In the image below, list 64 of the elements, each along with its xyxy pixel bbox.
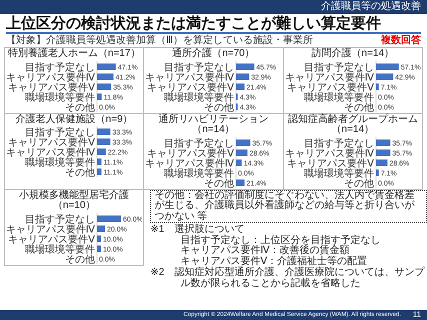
chart-title: 介護老人保健施設（n=9） (14, 114, 134, 125)
y-tick-label: 目指す予定なし (25, 61, 95, 73)
y-tick-label: 目指す予定なし (304, 137, 374, 149)
bar (97, 73, 114, 80)
y-tick-label: その他 (65, 253, 95, 265)
y-tick-label: 職場環境等要件 (25, 243, 95, 255)
y-tick-label: 目指す予定なし (164, 61, 234, 73)
chart-title: 小規模多機能型居宅介護（n=10） (18, 190, 130, 212)
y-tick-label: キャリアパス要件Ⅳ (6, 224, 96, 235)
chart-title: 特別養護老人ホーム（n=17） (6, 48, 142, 60)
y-tick-label: 職場環境等要件 (164, 167, 234, 179)
y-tick-label: その他 (344, 101, 374, 113)
text: 目指す予定なし：上位区分を目指す予定なし (179, 234, 382, 246)
text: 【対象】介護職員等処遇改善加算（Ⅲ）を算定している施設・事業所 (6, 35, 313, 46)
bar (236, 149, 248, 156)
y-tick-label: 職場環境等要件 (304, 91, 374, 103)
bar (236, 139, 251, 146)
chart-title: 認知症高齢者グループホーム（n=14） (286, 114, 419, 136)
bar (236, 73, 250, 80)
bar (236, 63, 255, 70)
text: ※2 認知症対応型通所介護、介護医療院については、サンプル数が限られることから記載を省略した (150, 267, 426, 289)
bar (97, 83, 112, 90)
y-tick-label: キャリアパス要件Ⅴ (147, 82, 234, 93)
y-tick-label: 職場環境等要件 (25, 91, 95, 103)
bar (97, 93, 102, 100)
y-tick-label: キャリアパス要件Ⅴ (8, 138, 96, 148)
y-tick-label: その他 (344, 177, 374, 189)
y-tick-label: 職場環境等要件 (164, 91, 234, 103)
text: その他：会社の評価制度にそぐわない、法人内で賃金格差が生じる、介護職員以外看護師などの給与等と折り合いがつかない 等 (150, 190, 427, 223)
y-tick-label: その他 (65, 101, 95, 113)
y-tick-label: その他 (65, 166, 95, 178)
y-tick-label: キャリアパス要件Ⅴ (147, 148, 234, 159)
y-tick-label: 目指す予定なし (25, 126, 95, 138)
y-tick-label: キャリアパス要件Ⅴ (8, 234, 96, 245)
chart-title: 訪問介護（n=14） (310, 48, 396, 60)
y-tick-label: キャリアパス要件Ⅴ (286, 82, 374, 93)
text: キャリアパス要件Ⅴ：介護福祉士等の配置 (179, 256, 368, 266)
text: 11 (412, 310, 421, 320)
y-tick-label: キャリアパス要件Ⅳ (145, 72, 236, 83)
text: ※1 選択肢について (150, 224, 246, 235)
bar (236, 179, 245, 186)
chart-title: 通所リハビリテーション（n=14） (157, 114, 270, 136)
y-tick-label: キャリアパス要件Ⅳ (145, 158, 236, 169)
y-tick-label: 職場環境等要件 (304, 167, 374, 179)
text: キャリアパス要件Ⅳ：改善後の賃金額 (179, 245, 351, 256)
y-tick-label: キャリアパス要件Ⅳ (6, 148, 96, 158)
y-tick-label: 目指す予定なし (164, 137, 234, 149)
text: 複数回答 (381, 35, 421, 46)
text: 上位区分の検討状況または満たすことが難しい算定要件 (6, 15, 421, 34)
y-tick-label: キャリアパス要件Ⅳ (284, 72, 374, 83)
bar (97, 63, 116, 70)
y-tick-label: その他 (204, 177, 234, 189)
y-tick-label: キャリアパス要件Ⅴ (8, 82, 96, 93)
bar (236, 83, 245, 90)
y-tick-label: キャリアパス要件Ⅴ (286, 158, 374, 169)
text: 介護職員等の処遇改善 (321, 1, 421, 13)
chart-title: 通所介護（n=70） (171, 48, 256, 60)
y-tick-label: 目指す予定なし (25, 213, 95, 225)
bar (236, 159, 242, 166)
y-tick-label: その他 (204, 101, 234, 113)
y-tick-label: キャリアパス要件Ⅳ (284, 148, 374, 159)
y-tick-label: キャリアパス要件Ⅳ (6, 72, 96, 83)
y-tick-label: 職場環境等要件 (25, 156, 95, 168)
y-tick-label: 目指す予定なし (304, 61, 374, 73)
